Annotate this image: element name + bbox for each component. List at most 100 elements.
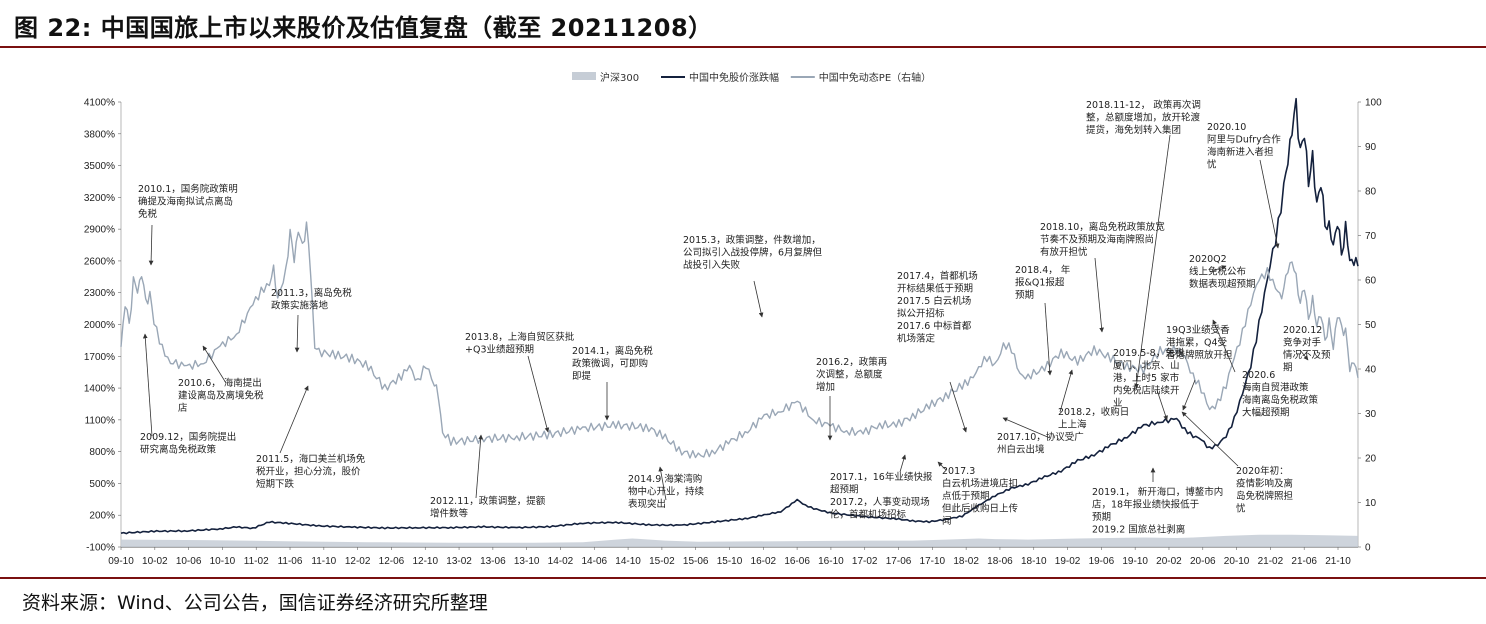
annotation-text: 提货，海免划转入集团	[1086, 124, 1181, 136]
y-right-tick-label: 60	[1365, 276, 1377, 287]
x-tick-label: 12-06	[379, 556, 405, 567]
source-rule	[0, 577, 1486, 579]
annotation-arrow	[1182, 412, 1238, 466]
annotation: 2013.8，上海自贸区获批+Q3业绩超预期	[465, 331, 575, 432]
annotation-text: 税开业，担心分流，股价	[256, 466, 361, 478]
annotation-text: 政策微调，可即购	[572, 358, 648, 370]
x-tick-label: 19-06	[1089, 556, 1115, 567]
annotation-text: 预期	[1092, 512, 1111, 523]
x-tick-label: 13-06	[480, 556, 506, 567]
annotation-text: 2017.6 中标首都	[897, 320, 972, 332]
annotation-text: 2020.6	[1242, 370, 1275, 381]
y-right-tick-label: 70	[1365, 231, 1377, 242]
annotation-text: 2009.12，国务院提出	[140, 431, 236, 443]
x-tick-label: 15-06	[683, 556, 709, 567]
annotation-text: 大幅超预期	[1242, 407, 1290, 419]
annotation: 2018.10，离岛免税政策放宽节奏不及预期及海南牌照尚有放开担忧	[1040, 221, 1165, 332]
annotation-text: 忧	[1236, 503, 1246, 515]
annotation-text: 2019.2 国旅总社剥离	[1092, 524, 1185, 536]
x-tick-label: 17-10	[920, 556, 946, 567]
annotation-text: 政策实施落地	[271, 300, 329, 312]
x-tick-label: 10-10	[210, 556, 236, 567]
annotation-text: 线上免税公布	[1189, 266, 1246, 278]
y-left-tick-label: 2000%	[84, 320, 115, 331]
annotation-text: 2020Q2	[1189, 254, 1227, 265]
x-tick-label: 21-10	[1325, 556, 1351, 567]
annotation-text: 业	[1113, 398, 1123, 409]
annotation-text: 2014.9 海棠湾购	[628, 473, 702, 485]
annotation-text: 报&Q1报超	[1015, 277, 1065, 289]
annotation-text: 开标结果低于预期	[897, 283, 973, 295]
x-tick-label: 10-06	[176, 556, 202, 567]
annotation-text: 2017.1，16年业绩快报	[830, 471, 933, 483]
annotation-text: 店，18年报业绩快报低于	[1092, 499, 1199, 511]
annotation-arrow	[1060, 370, 1072, 412]
x-tick-label: 11-06	[278, 556, 303, 567]
annotation: 2019.1， 新开海口，博鳌市内店，18年报业绩快报低于预期2019.2 国旅…	[1092, 468, 1223, 536]
annotation-text: 研究离岛免税政策	[140, 444, 217, 456]
x-tick-label: 17-02	[852, 556, 878, 567]
annotation-text: 忧	[1207, 159, 1217, 171]
y-left-tick-label: 3200%	[84, 193, 115, 204]
annotation: 2020Q2线上免税公布数据表现超预期	[1189, 254, 1256, 290]
legend-entry-label: 沪深300	[600, 71, 639, 84]
annotation-text: 超预期	[830, 484, 859, 496]
annotation-text: 2018.10，离岛免税政策放宽	[1040, 221, 1165, 233]
x-tick-label: 13-02	[446, 556, 472, 567]
annotation-text: 内免税店陆续开	[1113, 385, 1180, 397]
x-tick-label: 18-10	[1021, 556, 1047, 567]
annotation-text: 但此后收购日上传	[942, 503, 1019, 515]
annotation-text: 有放开担忧	[1040, 246, 1088, 258]
annotation-text: 即提	[572, 370, 592, 382]
y-left-tick-label: -100%	[86, 543, 115, 554]
annotation-text: 增加	[816, 381, 835, 393]
y-axis-right: 0102030405060708090100	[1358, 98, 1382, 554]
y-right-tick-label: 20	[1365, 454, 1377, 465]
annotation: 2018.4， 年报&Q1报超预期	[1015, 264, 1071, 375]
annotation-text: 闻	[942, 516, 952, 527]
annotation-text: 战投引入失败	[683, 259, 741, 271]
legend: 沪深300 中国中免股价涨跌幅 中国中免动态PE（右轴）	[572, 71, 931, 84]
annotation-text: 拟公开招标	[897, 308, 945, 320]
hs300-area-layer	[121, 535, 1358, 547]
y-right-tick-label: 30	[1365, 409, 1377, 420]
annotation-text: 机场落定	[897, 333, 936, 345]
annotation-text: +Q3业绩超预期	[465, 344, 534, 356]
annotation-text: 岛免税牌照担	[1236, 490, 1294, 502]
y-right-tick-label: 50	[1365, 320, 1377, 331]
legend-entry-label: 中国中免股价涨跌幅	[689, 71, 779, 84]
annotation-arrow	[1183, 380, 1195, 410]
x-tick-label: 12-02	[345, 556, 371, 567]
annotation-arrow	[1095, 258, 1102, 332]
annotation-text: 确提及海南拟试点离岛	[138, 196, 233, 208]
annotation-text: 2017.10，协议受广	[997, 431, 1084, 443]
x-tick-label: 11-10	[311, 556, 336, 567]
y-left-tick-label: 2900%	[84, 225, 115, 236]
annotation-text: 海南自贸港政策	[1242, 382, 1309, 394]
x-tick-label: 16-06	[784, 556, 810, 567]
y-left-tick-label: 800%	[89, 447, 115, 458]
annotation: 2014.1，离岛免税政策微调，可即购即提	[572, 345, 653, 420]
annotation-text: 2013.8，上海自贸区获批	[465, 331, 575, 343]
annotation-text: 上上海	[1058, 419, 1087, 431]
annotation-arrow	[900, 455, 905, 472]
annotation-text: 2015.3，政策调整，件数增加，	[683, 234, 821, 246]
annotations: 2010.1，国务院政策明确提及海南拟试点离岛免税2011.3，离岛免税政策实施…	[138, 99, 1331, 536]
annotation-text: 数据表现超预期	[1189, 278, 1256, 290]
legend-entry-label: 中国中免动态PE（右轴）	[819, 71, 931, 84]
y-left-tick-label: 1400%	[84, 384, 115, 395]
annotation-text: 增件数等	[430, 508, 469, 520]
annotation-text: 港拖累，Q4受	[1166, 337, 1227, 349]
annotation-arrow	[297, 315, 298, 352]
annotation-text: 2018.4， 年	[1015, 264, 1071, 276]
x-tick-label: 21-02	[1258, 556, 1284, 567]
annotation-text: 19Q3业绩受香	[1166, 324, 1230, 336]
y-left-tick-label: 3500%	[84, 161, 115, 172]
x-tick-label: 15-10	[717, 556, 743, 567]
x-tick-label: 15-02	[649, 556, 675, 567]
x-tick-label: 20-02	[1156, 556, 1182, 567]
annotation-text: 2017.2，人事变动现场	[830, 496, 930, 508]
annotation-text: 海南新进入者担	[1207, 146, 1274, 158]
